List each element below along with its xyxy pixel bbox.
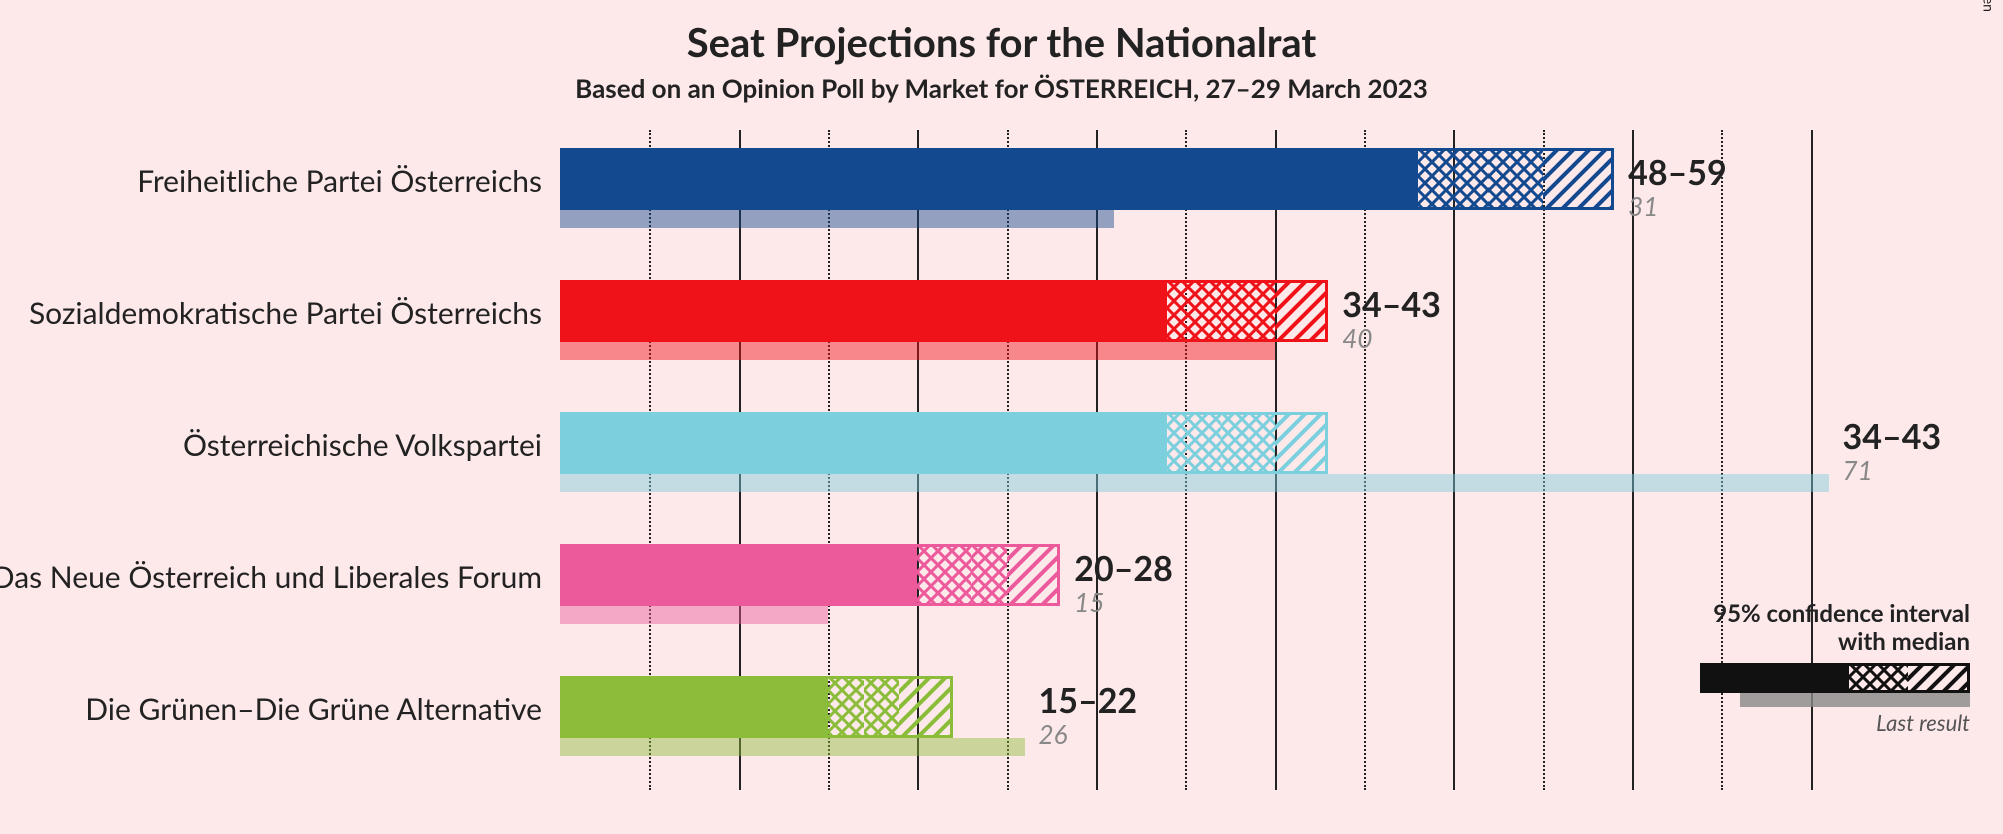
bar-solid-segment — [560, 676, 828, 738]
last-result-label: 71 — [1843, 454, 1873, 486]
bar-crosshatch-segment — [828, 676, 864, 738]
copyright-notice: © 2023 Filip van Laenen — [1980, 0, 1997, 12]
legend-last-label: Last result — [1700, 709, 1970, 736]
bar-crosshatch-segment — [1418, 148, 1489, 210]
bar-crosshatch-segment — [1221, 412, 1275, 474]
legend-bar-outline — [1700, 663, 1970, 693]
bar-solid-segment — [560, 280, 1167, 342]
bar-solid-segment — [560, 148, 1418, 210]
projection-bar — [560, 544, 1060, 606]
range-label: 34–43 — [1342, 284, 1441, 325]
legend: 95% confidence interval with median Last… — [1700, 600, 1970, 736]
bar-crosshatch-segment — [1167, 412, 1221, 474]
last-result-bar — [560, 210, 1114, 228]
bar-diagonal-segment — [1543, 148, 1614, 210]
bar-diagonal-segment — [1275, 412, 1329, 474]
bar-diagonal-segment — [899, 676, 953, 738]
party-row: Sozialdemokratische Partei Österreichs34… — [560, 280, 1900, 360]
bar-crosshatch-segment — [1489, 148, 1543, 210]
legend-last-bar — [1740, 693, 1970, 707]
party-label: Österreichische Volkspartei — [183, 427, 560, 463]
bar-crosshatch-segment — [864, 676, 900, 738]
bar-crosshatch-segment — [1221, 280, 1275, 342]
party-row: Österreichische Volkspartei34–4371 — [560, 412, 1900, 492]
chart-subtitle: Based on an Opinion Poll by Market for Ö… — [0, 72, 2003, 104]
range-label: 15–22 — [1039, 680, 1138, 721]
legend-title-line2: with median — [1838, 627, 1970, 656]
party-row: Freiheitliche Partei Österreichs48–5931 — [560, 148, 1900, 228]
bar-diagonal-segment — [1007, 544, 1061, 606]
bar-crosshatch-segment — [917, 544, 971, 606]
bar-solid-segment — [560, 544, 917, 606]
last-result-bar — [560, 474, 1829, 492]
projection-bar — [560, 280, 1328, 342]
range-label: 34–43 — [1843, 416, 1942, 457]
projection-bar — [560, 412, 1328, 474]
legend-title-line1: 95% confidence interval — [1713, 599, 1970, 628]
last-result-label: 15 — [1074, 586, 1104, 618]
projection-bar — [560, 148, 1614, 210]
range-label: 48–59 — [1628, 152, 1727, 193]
last-result-label: 31 — [1628, 190, 1658, 222]
bar-diagonal-segment — [1275, 280, 1329, 342]
last-result-bar — [560, 606, 828, 624]
party-label: Sozialdemokratische Partei Österreichs — [29, 295, 560, 331]
bar-crosshatch-segment — [1167, 280, 1221, 342]
party-label: Die Grünen–Die Grüne Alternative — [85, 691, 560, 727]
last-result-label: 40 — [1342, 322, 1372, 354]
legend-title: 95% confidence interval with median — [1700, 600, 1970, 655]
last-result-label: 26 — [1039, 718, 1068, 750]
bar-crosshatch-segment — [971, 544, 1007, 606]
chart-plot-area: Freiheitliche Partei Österreichs48–5931 S… — [560, 130, 1900, 790]
chart-title: Seat Projections for the Nationalrat — [0, 0, 2003, 66]
last-result-bar — [560, 342, 1275, 360]
party-row: NEOS–Das Neue Österreich und Liberales F… — [560, 544, 1900, 624]
last-result-bar — [560, 738, 1025, 756]
party-label: NEOS–Das Neue Österreich und Liberales F… — [0, 559, 560, 595]
range-label: 20–28 — [1074, 548, 1173, 589]
legend-bar — [1700, 663, 1970, 693]
bar-solid-segment — [560, 412, 1167, 474]
party-row: Die Grünen–Die Grüne Alternative15–2226 — [560, 676, 1900, 756]
party-label: Freiheitliche Partei Österreichs — [137, 163, 560, 199]
projection-bar — [560, 676, 953, 738]
